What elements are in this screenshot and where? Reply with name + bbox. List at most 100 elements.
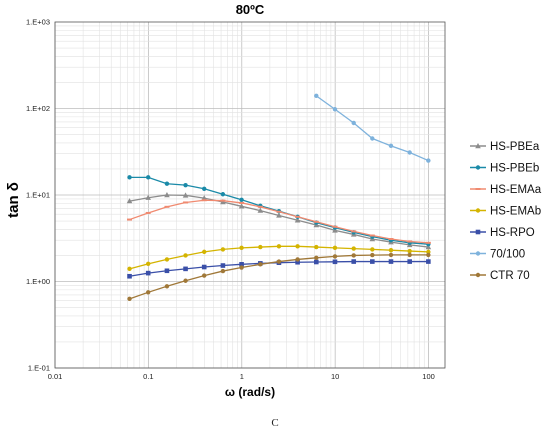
- data-point-hs-rpo: [145, 270, 151, 276]
- data-point-hs-rpo: [127, 273, 132, 279]
- data-point-hs-rpo: [351, 259, 357, 264]
- data-point-ctr-70: [183, 278, 188, 283]
- data-point-ctr-70: [426, 252, 431, 258]
- x-axis-title: ω (rad/s): [225, 385, 275, 399]
- figure-caption: C: [271, 417, 278, 429]
- data-point-hs-emab: [314, 244, 319, 250]
- data-point-hs-pbeb: [183, 182, 188, 188]
- data-point-hs-rpo: [370, 259, 375, 264]
- data-point-hs-emaa: [295, 215, 301, 218]
- y-tick-label: 1.E+00: [26, 277, 50, 286]
- data-point-hs-emaa: [276, 210, 282, 213]
- series-hs-pbeb: [127, 175, 431, 247]
- data-point-ctr-70: [370, 252, 375, 258]
- data-point-hs-pbea: [126, 198, 133, 204]
- data-point-hs-rpo: [201, 264, 207, 270]
- data-point-hs-pbea: [294, 217, 301, 223]
- data-point-hs-rpo: [388, 259, 394, 264]
- data-point-hs-pbeb: [127, 175, 132, 180]
- data-point-hs-emab: [258, 244, 263, 250]
- y-tick-label: 1.E+01: [26, 191, 50, 200]
- data-point-hs-emab: [332, 245, 338, 251]
- data-point-hs-emaa: [201, 199, 207, 202]
- data-point-hs-pbea: [145, 194, 151, 200]
- data-point-hs-emab: [370, 247, 375, 252]
- data-point-hs-emaa: [164, 205, 170, 208]
- data-point-ctr-70: [202, 273, 207, 278]
- series-line-hs-emaa: [129, 199, 429, 244]
- series-hs-emab: [127, 244, 431, 272]
- data-point-hs-emab: [276, 244, 282, 249]
- legend-marker: [475, 165, 481, 170]
- data-point-hs-emaa: [313, 220, 319, 223]
- data-point-hs-emab: [239, 245, 244, 251]
- data-point-hs-emab: [426, 249, 431, 255]
- data-point-hs-emaa: [369, 234, 375, 237]
- data-point-70-100: [314, 93, 319, 99]
- data-point-hs-emab: [127, 266, 132, 272]
- data-point-hs-pbeb: [239, 197, 244, 203]
- data-point-hs-pbea: [425, 244, 432, 250]
- data-point-hs-pbea: [238, 203, 245, 209]
- legend-marker: [475, 229, 481, 235]
- data-point-ctr-70: [388, 252, 394, 258]
- data-point-70-100: [351, 120, 356, 126]
- data-point-70-100: [407, 150, 412, 155]
- data-point-hs-rpo: [183, 266, 188, 272]
- y-axis-title: tan δ: [5, 182, 22, 218]
- data-point-hs-emaa: [332, 225, 338, 228]
- data-point-hs-pbeb: [202, 186, 207, 191]
- legend-label: CTR 70: [490, 270, 530, 282]
- data-point-ctr-70: [164, 284, 170, 289]
- legend-label: 70/100: [490, 249, 525, 261]
- series-line-70-100: [315, 95, 429, 162]
- data-point-hs-emaa: [425, 241, 431, 244]
- legend-label: HS-PBEa: [490, 141, 540, 153]
- data-point-hs-pbea: [164, 192, 170, 198]
- legend-marker: [475, 188, 481, 190]
- data-point-ctr-70: [407, 252, 412, 258]
- legend-item-hs-emaa: HS-EMAa: [470, 184, 542, 196]
- legend: HS-PBEa HS-PBEb HS-EMAa HS-EMAb HS-RPO 70/100…: [470, 141, 542, 282]
- axis-ticks: 0.01 0.1 1 10 100 1.E-01 1.E+00 1.E+01 1.E+02 1.E…: [26, 18, 435, 382]
- series-ctr-70: [127, 252, 431, 302]
- series-hs-emaa: [127, 199, 431, 244]
- plot-area: [54, 21, 446, 369]
- legend-marker: [475, 272, 481, 278]
- series-70-100: [314, 93, 431, 163]
- y-tick-label: 1.E+02: [26, 104, 50, 113]
- x-tick-label: 0.01: [48, 372, 63, 381]
- data-point-hs-emaa: [220, 199, 226, 202]
- data-point-ctr-70: [276, 259, 282, 264]
- series-group: [126, 93, 432, 302]
- legend-item-hs-pbeb: HS-PBEb: [470, 163, 539, 175]
- legend-item-hs-pbea: HS-PBEa: [470, 141, 540, 153]
- data-point-hs-emab: [407, 248, 412, 254]
- chart-title: 80ºC: [236, 2, 265, 17]
- legend-item-70-100: 70/100: [470, 249, 525, 261]
- data-point-ctr-70: [127, 296, 132, 302]
- data-point-hs-rpo: [313, 259, 319, 265]
- x-tick-label: 10: [331, 372, 339, 381]
- data-point-hs-emaa: [257, 205, 263, 208]
- data-point-70-100: [370, 136, 375, 141]
- data-point-ctr-70: [314, 255, 319, 260]
- data-point-hs-emab: [183, 253, 188, 258]
- series-line-hs-emab: [129, 245, 429, 270]
- data-point-hs-rpo: [407, 259, 412, 264]
- data-point-ctr-70: [332, 254, 338, 259]
- data-point-hs-emaa: [388, 237, 394, 240]
- data-point-hs-rpo: [426, 259, 431, 264]
- data-point-hs-pbea: [201, 195, 208, 201]
- data-point-hs-emab: [351, 246, 356, 251]
- data-point-hs-pbea: [332, 227, 338, 233]
- data-point-hs-rpo: [164, 268, 170, 274]
- data-point-hs-pbeb: [164, 181, 170, 186]
- data-point-ctr-70: [351, 253, 356, 258]
- legend-label: HS-EMAb: [490, 206, 541, 218]
- x-tick-label: 100: [422, 372, 435, 381]
- data-point-70-100: [332, 107, 338, 112]
- data-point-hs-emaa: [145, 211, 151, 214]
- y-tick-label: 1.E-01: [28, 364, 50, 373]
